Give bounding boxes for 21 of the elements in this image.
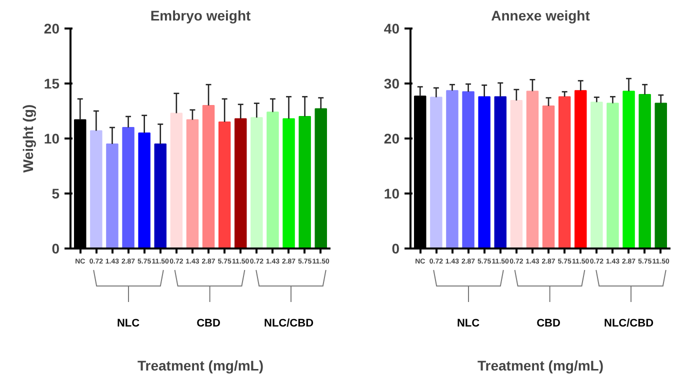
x-axis-title: Treatment (mg/mL): [137, 358, 264, 374]
y-tick-label: 5: [52, 186, 60, 202]
text: NLC/CBD: [264, 318, 314, 330]
chart-title: Embryo weight: [150, 8, 252, 24]
y-tick-label: 0: [392, 240, 400, 256]
text: NLC/CBD: [604, 318, 654, 330]
text: CBD: [196, 318, 220, 330]
y-tick-label: 15: [44, 76, 60, 92]
text: CBD: [536, 318, 560, 330]
y-tick-label: 0: [52, 240, 60, 256]
text: NLC: [116, 318, 140, 330]
text: NLC: [456, 318, 480, 330]
chart-title: Annexe weight: [491, 8, 590, 24]
x-axis-title: Treatment (mg/mL): [477, 358, 604, 374]
y-axis-title: Weight (g): [20, 104, 36, 173]
y-tick-label: 10: [44, 130, 60, 146]
y-tick-label: 30: [384, 76, 400, 92]
y-tick-label: 10: [384, 186, 400, 202]
y-tick-label: 20: [44, 20, 60, 36]
y-tick-label: 20: [384, 130, 400, 146]
y-tick-label: 40: [384, 20, 400, 36]
